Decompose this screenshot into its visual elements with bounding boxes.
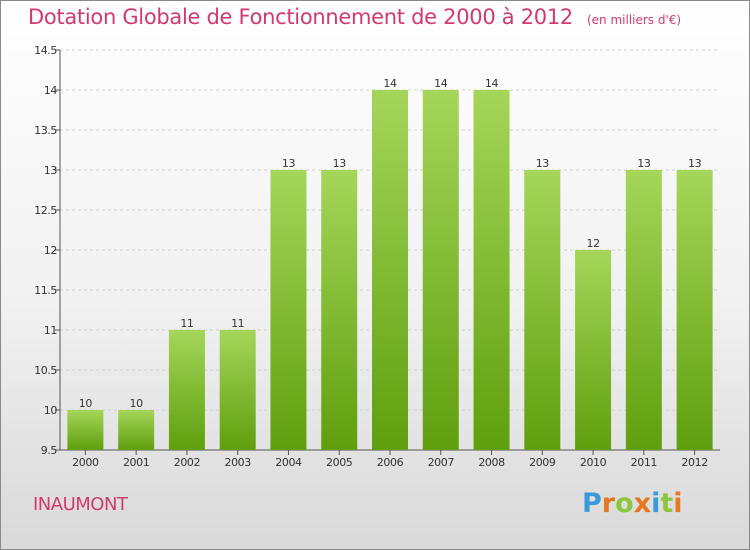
x-tick-label: 2006: [377, 456, 404, 469]
y-tick-label: 13: [44, 164, 58, 177]
y-tick-label: 11.5: [34, 284, 57, 297]
bar-value-label: 11: [231, 317, 244, 330]
x-tick-label: 2000: [72, 456, 99, 469]
chart-title: Dotation Globale de Fonctionnement de 20…: [28, 5, 681, 29]
bar-value-label: 13: [282, 157, 296, 170]
y-tick-label: 10.5: [34, 364, 57, 377]
y-tick-label: 14: [44, 84, 58, 97]
bar-value-label: 10: [130, 397, 144, 410]
bar-value-label: 13: [536, 157, 550, 170]
bar-2005: [321, 170, 358, 450]
logo-letter: i: [651, 488, 661, 519]
bar-value-label: 13: [688, 157, 702, 170]
x-tick-label: 2007: [428, 456, 455, 469]
x-tick-label: 2004: [275, 456, 302, 469]
bar-2008: [473, 90, 510, 450]
bar-2004: [270, 170, 307, 450]
y-tick-label: 11: [44, 324, 57, 337]
y-tick-label: 10: [44, 404, 58, 417]
bar-2012: [676, 170, 713, 450]
bar-value-label: 14: [383, 77, 397, 90]
bar-value-label: 10: [79, 397, 93, 410]
logo-letter: r: [601, 488, 616, 519]
bar-2003: [219, 330, 256, 450]
x-tick-label: 2002: [174, 456, 200, 469]
proxiti-logo: Proxiti: [582, 488, 683, 519]
bar-value-label: 14: [485, 77, 499, 90]
y-tick-label: 12: [44, 244, 57, 257]
x-tick-label: 2003: [224, 456, 251, 469]
x-tick-label: 2010: [580, 456, 607, 469]
x-tick-label: 2005: [326, 456, 353, 469]
logo-letter: i: [673, 488, 683, 519]
y-tick-label: 12.5: [34, 204, 57, 217]
x-tick-label: 2011: [631, 456, 657, 469]
bar-2010: [575, 250, 612, 450]
bar-2007: [422, 90, 459, 450]
bar-2001: [118, 410, 155, 450]
bar-2011: [625, 170, 662, 450]
bar-2002: [168, 330, 205, 450]
bar-value-label: 13: [637, 157, 651, 170]
logo-letter: o: [615, 488, 634, 519]
x-tick-label: 2001: [123, 456, 149, 469]
bar-2000: [67, 410, 104, 450]
logo-letter: x: [633, 488, 652, 519]
y-tick-label: 14.5: [34, 44, 57, 57]
x-tick-label: 2009: [529, 456, 556, 469]
bar-2009: [524, 170, 561, 450]
bar-value-label: 13: [333, 157, 347, 170]
chart-title-text: Dotation Globale de Fonctionnement de 20…: [28, 5, 573, 29]
y-tick-label: 13.5: [34, 124, 57, 137]
bar-2006: [372, 90, 408, 450]
y-tick-label: 9.5: [41, 444, 58, 457]
bar-value-label: 11: [180, 317, 193, 330]
bar-value-label: 12: [586, 237, 599, 250]
commune-name: INAUMONT: [33, 494, 128, 515]
bar-value-label: 14: [434, 77, 448, 90]
chart-subtitle: (en milliers d'€): [586, 13, 682, 27]
x-tick-label: 2012: [681, 456, 707, 469]
logo-letter: P: [582, 488, 602, 519]
logo-letter: t: [660, 488, 674, 519]
x-tick-label: 2008: [478, 456, 505, 469]
